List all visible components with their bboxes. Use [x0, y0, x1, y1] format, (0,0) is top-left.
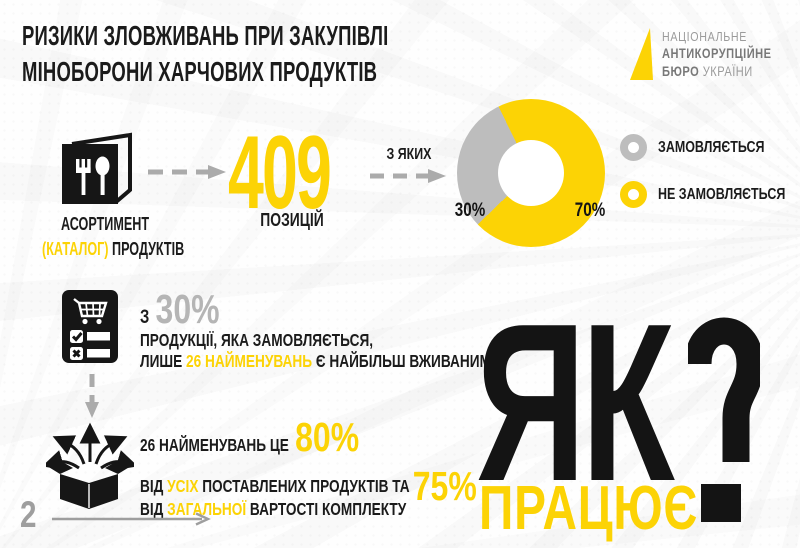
cart-checklist-icon — [62, 290, 118, 363]
of-which-label: З ЯКИХ — [386, 146, 432, 163]
fact-top26-line-3-accent: ЗАГАЛЬНОЇ — [167, 499, 247, 519]
catalog-caption-accent: (КАТАЛОГ) — [42, 239, 109, 259]
fact-ordered-prefix: З — [140, 307, 150, 328]
fact-top26-line-2-pre: ВІД — [140, 476, 164, 496]
fact-top26-75-percent: 75% — [412, 463, 477, 509]
footer-arrow-icon — [52, 512, 211, 526]
legend-label-ordered: ЗАМОВЛЯЄТЬСЯ — [658, 138, 765, 156]
fact-top26-80-percent: 80% — [295, 414, 360, 460]
fact-ordered-line-2: ПРОДУКЦІЇ, ЯКА ЗАМОВЛЯЄТЬСЯ, — [140, 330, 374, 350]
question-mark-glyph — [688, 317, 760, 522]
title-line-2: МІНОБОРОНИ ХАРЧОВИХ ПРОДУКТІВ — [22, 56, 378, 87]
fact-top26-line-2: ВІД УСІХ ПОСТАВЛЕНИХ ПРОДУКТІВ ТА75% — [140, 458, 477, 507]
logo-line-2: АНТИКОРУПЦІЙНЕ — [662, 46, 772, 61]
title-line-1: РИЗИКИ ЗЛОВЖИВАНЬ ПРИ ЗАКУПІВЛІ — [22, 20, 389, 51]
legend-item-not-ordered: НЕ ЗАМОВЛЯЄТЬСЯ — [620, 181, 800, 208]
logo-line-3: БЮРО УКРАЇНИ — [662, 63, 772, 81]
dashed-arrow-down-icon — [85, 374, 99, 418]
catalog-caption-line-1: АСОРТИМЕНТ — [60, 214, 150, 234]
fact-ordered-line-3: ЛИШЕ 26 НАЙМЕНУВАНЬ Є НАЙБІЛЬШ ВЖИВАНИМИ — [140, 351, 501, 372]
menu-catalog-icon — [62, 132, 132, 204]
open-box-arrows-icon — [46, 422, 134, 509]
nabu-logo: НАЦІОНАЛЬНЕ АНТИКОРУПЦІЙНЕ БЮРО УКРАЇНИ — [630, 28, 796, 81]
legend-item-ordered: ЗАМОВЛЯЄТЬСЯ — [620, 134, 795, 161]
positions-label: ПОЗИЦІЙ — [260, 209, 324, 230]
logo-line-3-light: УКРАЇНИ — [702, 64, 753, 79]
page-title: РИЗИКИ ЗЛОВЖИВАНЬ ПРИ ЗАКУПІВЛІ МІНОБОРО… — [22, 18, 389, 90]
fact-top26-line-2-accent: УСІХ — [167, 476, 199, 496]
fact-top26-row-1: 26 НАЙМЕНУВАНЬ ЦЕ 80% — [140, 417, 477, 458]
catalog-caption: АСОРТИМЕНТ (КАТАЛОГ) ПРОДУКТІВ — [42, 212, 184, 262]
fact-ordered-line-3-post: Є НАЙБІЛЬШ ВЖИВАНИМИ — [315, 350, 501, 371]
fact-top26-line-2-post: ПОСТАВЛЕНИХ ПРОДУКТІВ ТА — [202, 476, 410, 496]
fact-ordered-percent: 30% — [155, 286, 220, 332]
fact-ordered-row-1: З 30% — [140, 289, 501, 330]
nabu-logo-text: НАЦІОНАЛЬНЕ АНТИКОРУПЦІЙНЕ БЮРО УКРАЇНИ — [662, 28, 772, 81]
dashed-arrow-right-icon — [148, 165, 226, 179]
big-question-sub: ПРАЦЮЄ — [479, 474, 699, 543]
nabu-triangle-icon — [630, 28, 653, 80]
legend-ring-yellow-icon — [620, 181, 647, 208]
catalog-caption-line-2: (КАТАЛОГ) ПРОДУКТІВ — [42, 237, 184, 262]
fact-top26-line-1-pre: 26 НАЙМЕНУВАНЬ ЦЕ — [140, 435, 289, 455]
page-number: 2 — [20, 494, 37, 535]
catalog-caption-rest: ПРОДУКТІВ — [112, 239, 185, 259]
donut-chart — [457, 99, 605, 247]
fact-top26-line-3: ВІД ЗАГАЛЬНОЇ ВАРТОСТІ КОМПЛЕКТУ — [140, 499, 477, 521]
logo-line-1: НАЦІОНАЛЬНЕ — [662, 29, 748, 44]
fact-top26-line-3-pre: ВІД — [140, 499, 164, 519]
dashed-arrow-right-icon — [370, 169, 446, 183]
legend-label-not-ordered: НЕ ЗАМОВЛЯЄТЬСЯ — [658, 185, 786, 203]
fact-ordered-products: З 30% ПРОДУКЦІЇ, ЯКА ЗАМОВЛЯЄТЬСЯ, ЛИШЕ … — [140, 289, 501, 371]
fact-top26-line-3-post: ВАРТОСТІ КОМПЛЕКТУ — [249, 499, 407, 519]
donut-label-not-ordered: 70% — [574, 200, 606, 221]
positions-count: 409 — [228, 115, 332, 231]
donut-label-ordered: 30% — [454, 200, 486, 221]
fact-top-26: 26 НАЙМЕНУВАНЬ ЦЕ 80% ВІД УСІХ ПОСТАВЛЕН… — [140, 417, 477, 521]
legend-ring-gray-icon — [620, 134, 647, 161]
logo-line-3-bold: БЮРО — [662, 64, 700, 79]
fact-ordered-line-3-pre: ЛИШЕ — [140, 350, 183, 371]
big-question-word: ЯК — [476, 276, 675, 528]
fact-ordered-line-3-accent: 26 НАЙМЕНУВАНЬ — [186, 350, 313, 371]
